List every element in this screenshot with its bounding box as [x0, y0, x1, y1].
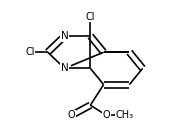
Text: O: O — [103, 110, 110, 120]
Text: N: N — [61, 31, 68, 41]
Text: Cl: Cl — [86, 12, 95, 22]
Text: O: O — [67, 110, 75, 120]
Text: Cl: Cl — [25, 47, 35, 57]
Text: N: N — [61, 63, 68, 73]
Text: CH₃: CH₃ — [115, 110, 133, 120]
